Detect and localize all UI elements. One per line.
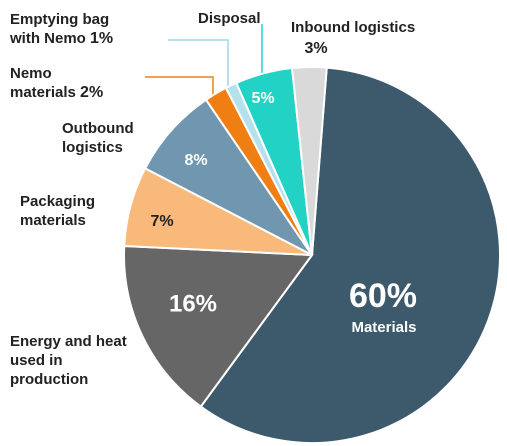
slice-name: Nemo materials — [10, 65, 76, 101]
value-label: 5% — [251, 90, 274, 107]
slice-name: Outbound logistics — [62, 120, 134, 156]
value-label: 8% — [184, 152, 207, 169]
value-label: 2% — [80, 84, 104, 101]
value-label: 1% — [90, 30, 114, 47]
slices — [123, 66, 501, 444]
slice-name: Inbound logistics — [291, 19, 416, 36]
slice-label: Inbound logistics — [291, 18, 471, 37]
slice-name: Materials — [351, 319, 416, 336]
slice-name: Emptying bag with Nemo — [10, 11, 110, 47]
slice-name: Disposal — [198, 10, 261, 27]
slice-label: Nemo materials 2% — [10, 64, 115, 102]
slice-name: Packaging materials — [20, 193, 96, 229]
slice-label: Emptying bag with Nemo 1% — [10, 10, 142, 48]
slice-label: Energy and heat used in production — [10, 332, 140, 389]
slice — [290, 66, 328, 256]
slice-label: Disposal — [198, 9, 288, 28]
slice — [123, 244, 314, 408]
slice-label: Packaging materials — [20, 192, 130, 230]
slice-label: Outbound logistics — [62, 119, 152, 157]
value-label: 16% — [169, 290, 217, 317]
slice — [199, 66, 501, 444]
leader-line — [145, 76, 214, 100]
leader-line — [168, 39, 229, 94]
value-label: 60% — [349, 277, 417, 315]
slice-name: Energy and heat used in production — [10, 333, 127, 388]
slice — [143, 98, 313, 256]
value-label: 7% — [150, 213, 173, 230]
value-label: 3% — [304, 40, 328, 57]
